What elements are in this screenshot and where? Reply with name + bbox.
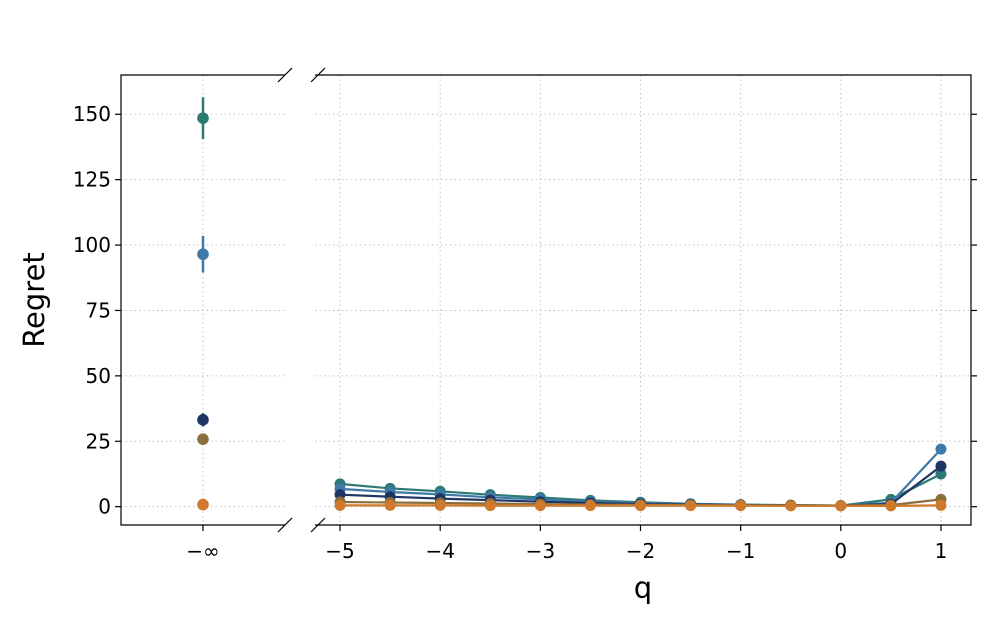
- axes-layer: [115, 67, 977, 533]
- labels-layer: 0 25 50 75 100 125 150 −5 −4 −3 −2 −1 0 1 −∞: [73, 102, 948, 563]
- series-layer: [197, 97, 947, 512]
- y-tick-label: 100: [73, 233, 111, 257]
- data-point: [885, 500, 897, 512]
- data-point: [735, 500, 747, 512]
- axis-break-mark: [277, 517, 293, 533]
- x-tick-label: 0: [834, 539, 847, 563]
- x-tick-label: −3: [526, 539, 555, 563]
- data-point: [534, 500, 546, 512]
- x-tick-label: −4: [425, 539, 454, 563]
- data-point: [935, 460, 947, 472]
- axis-break-mark: [310, 517, 326, 533]
- data-point: [634, 500, 646, 512]
- data-point: [785, 500, 797, 512]
- data-point: [835, 500, 847, 512]
- left-panel-spines: [120, 74, 285, 526]
- data-point: [935, 499, 947, 511]
- data-point: [484, 500, 496, 512]
- x-tick-label: −5: [325, 539, 354, 563]
- data-point: [584, 500, 596, 512]
- data-point: [384, 499, 396, 511]
- neg-inf-point: [197, 112, 209, 124]
- x-tick-label: −2: [626, 539, 655, 563]
- axis-break-mark: [310, 67, 326, 83]
- data-point: [935, 468, 947, 480]
- y-tick-label: 25: [86, 429, 111, 453]
- neg-inf-point: [197, 433, 209, 445]
- y-tick-label: 50: [86, 364, 111, 388]
- data-point: [434, 499, 446, 511]
- grid-layer: [121, 75, 971, 525]
- y-tick-label: 0: [98, 495, 111, 519]
- y-tick-label: 125: [73, 168, 111, 192]
- y-axis-label: Regret: [17, 252, 51, 348]
- data-point: [935, 443, 947, 455]
- y-tick-label: 150: [73, 102, 111, 126]
- neg-inf-point: [197, 498, 209, 511]
- data-point: [685, 500, 697, 512]
- x-axis-label: q: [634, 571, 652, 605]
- axis-break-mark: [277, 67, 293, 83]
- neg-inf-point: [197, 414, 209, 426]
- data-point: [334, 499, 346, 511]
- x-tick-label: −1: [726, 539, 755, 563]
- x-tick-label-neg-inf: −∞: [186, 539, 219, 563]
- right-panel-spines: [315, 74, 972, 526]
- y-tick-label: 75: [86, 298, 111, 322]
- x-tick-label: 1: [935, 539, 948, 563]
- neg-inf-point: [197, 248, 209, 261]
